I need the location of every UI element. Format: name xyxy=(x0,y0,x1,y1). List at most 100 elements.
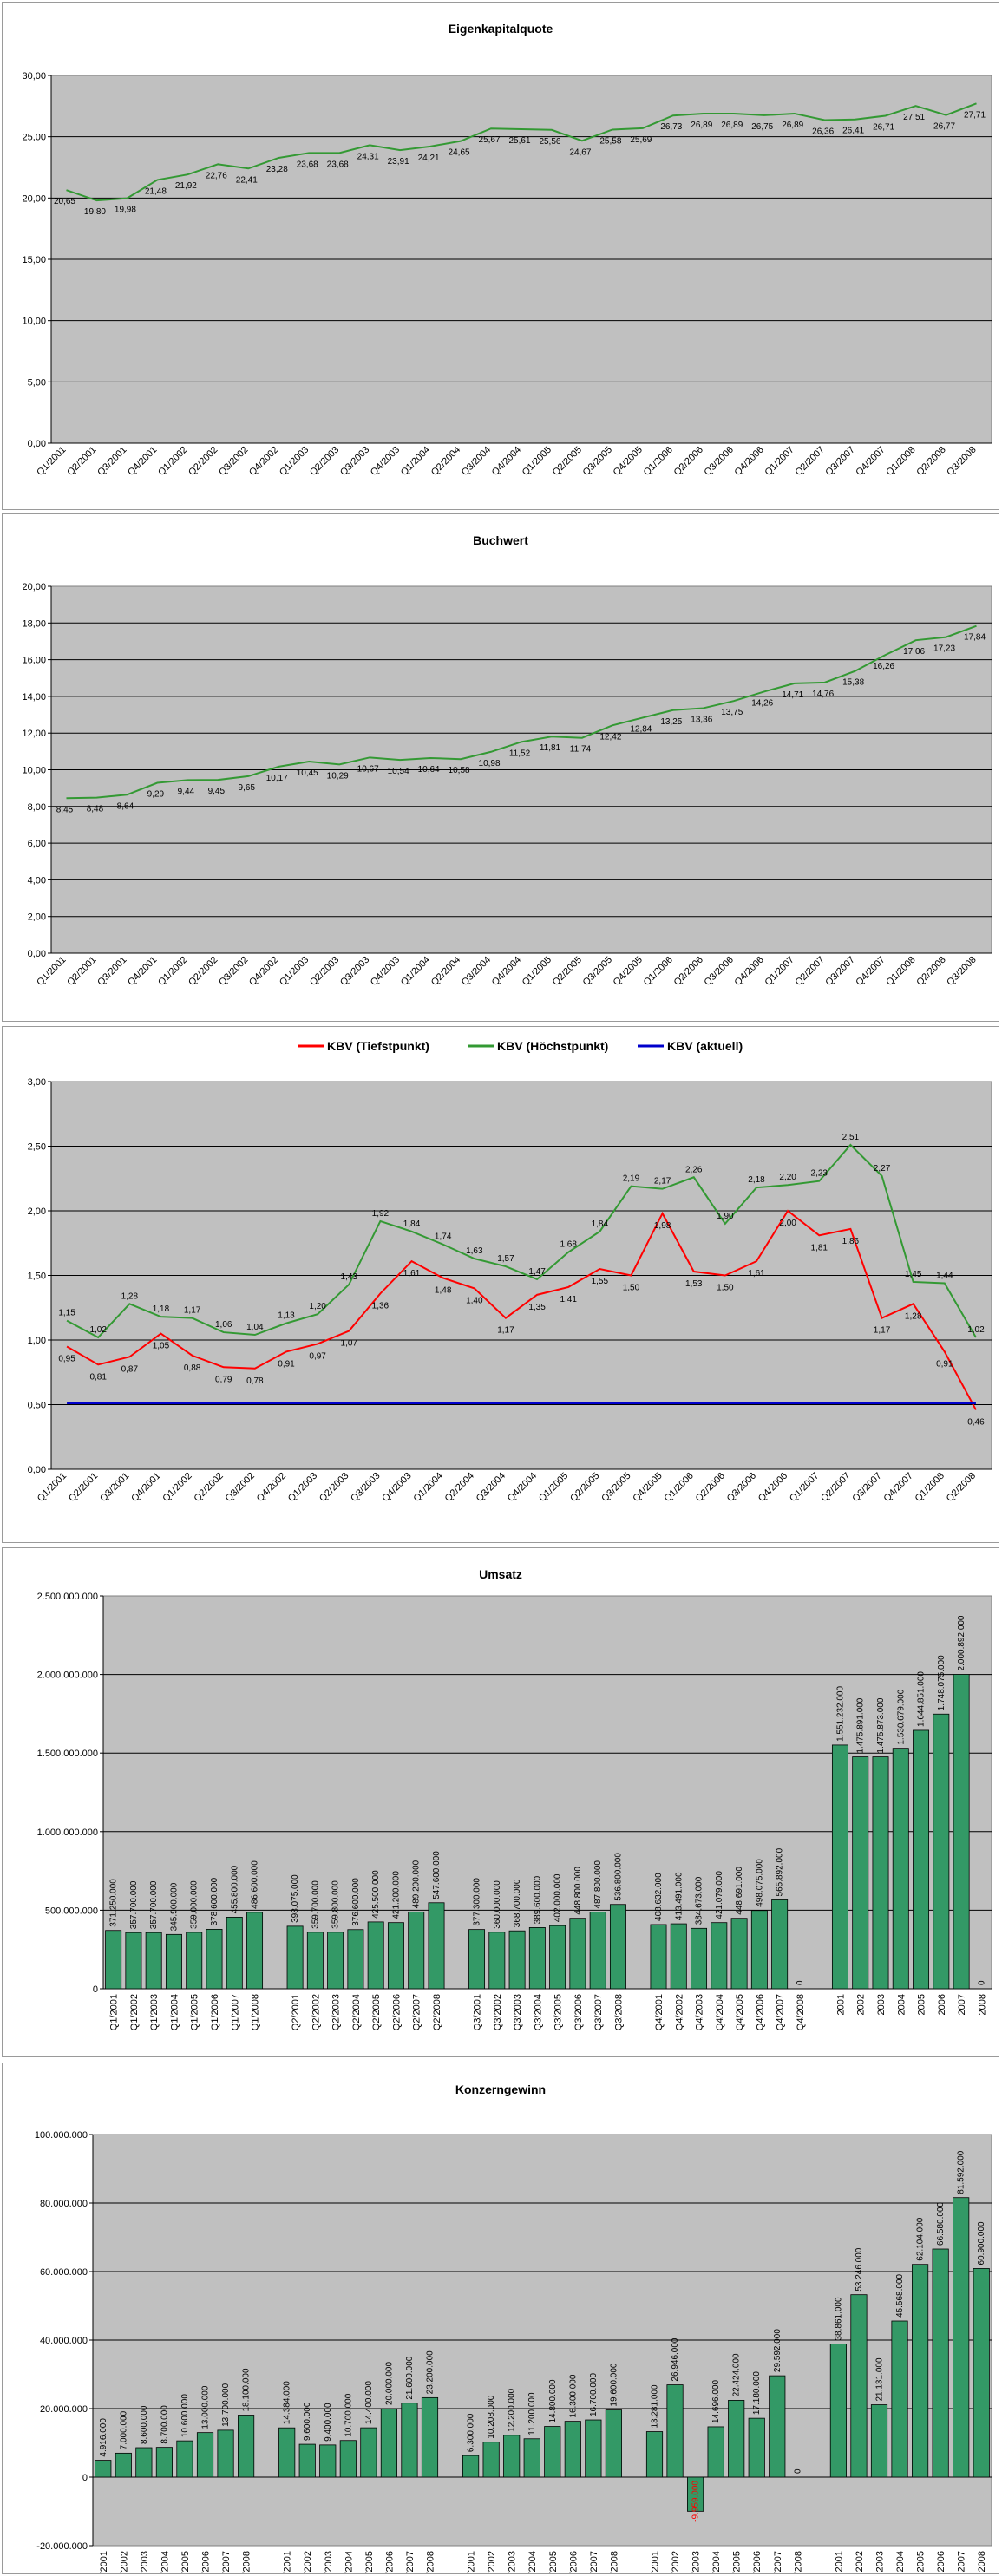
data-label: 24,67 xyxy=(569,147,591,157)
data-label: 2,00 xyxy=(779,1219,796,1228)
x-tick-label: Q2/2004 xyxy=(344,2551,354,2573)
x-tick-label: Q1/2007 xyxy=(788,1471,821,1504)
y-tick-label: 2,00 xyxy=(28,1206,46,1217)
data-label: 402.000.000 xyxy=(553,1873,563,1922)
data-label: 10,98 xyxy=(479,759,501,768)
data-label: 1,41 xyxy=(560,1295,577,1304)
x-tick-label: Q1/2003 xyxy=(286,1471,319,1504)
bar xyxy=(892,1748,909,1990)
x-tick-label: Q3/2003 xyxy=(513,1994,523,2030)
x-tick-label: Q2/2002 xyxy=(311,1994,321,2030)
bar xyxy=(367,1921,384,1990)
x-tick-label: Q3/2001 xyxy=(467,2551,477,2573)
bar xyxy=(360,2427,377,2478)
bar xyxy=(217,2429,234,2478)
y-tick-label: 1.500.000.000 xyxy=(37,1749,98,1759)
data-label: 1,44 xyxy=(936,1271,953,1280)
bar xyxy=(428,1902,445,1990)
eigenkapitalquote-chart: Eigenkapitalquote 0,00 5,00 10,00 15,00 20,00… xyxy=(22,22,992,478)
data-label: 448.691.000 xyxy=(735,1867,744,1915)
data-label: 26.946.000 xyxy=(671,2337,680,2381)
x-tick-label: Q4/2007 xyxy=(854,955,887,988)
x-tick-label: Q3/2004 xyxy=(460,955,493,988)
y-tick-label: -20.000.000 xyxy=(36,2541,88,2552)
x-tick-label: Q3/2002 xyxy=(487,2551,497,2573)
data-label: 1,74 xyxy=(435,1232,452,1242)
x-tick-label: Q4/2005 xyxy=(612,955,645,988)
bar xyxy=(319,2444,337,2478)
data-label: 1.530.679.000 xyxy=(896,1689,906,1744)
x-tick-label: Q3/2001 xyxy=(98,1471,131,1504)
data-label: 2,17 xyxy=(654,1177,671,1187)
data-label: 1,07 xyxy=(341,1339,358,1349)
data-label: 8,64 xyxy=(117,801,134,811)
data-label: 27,71 xyxy=(964,110,986,120)
data-label: 1,28 xyxy=(121,1291,139,1301)
data-label: 11,81 xyxy=(540,743,561,753)
y-tick-label: 14,00 xyxy=(22,692,46,703)
x-tick-label: Q2/2008 xyxy=(914,445,947,478)
x-tick-label: Q2/2005 xyxy=(551,955,584,988)
x-tick-label: Q3/2008 xyxy=(609,2551,619,2573)
x-tick-label: Q3/2007 xyxy=(823,445,856,478)
data-label: 24,21 xyxy=(418,154,440,163)
x-tick-label: 2008 xyxy=(977,2551,987,2572)
data-label: 11,74 xyxy=(570,745,592,755)
bar xyxy=(569,1918,586,1990)
data-label: -9.959.000 xyxy=(691,2481,701,2522)
data-label: 9,65 xyxy=(239,783,256,793)
data-label: 10,17 xyxy=(266,774,288,783)
x-tick-label: Q1/2001 xyxy=(99,2551,109,2573)
x-tick-label: Q4/2001 xyxy=(654,1994,665,2030)
data-label: 1,55 xyxy=(592,1277,609,1286)
data-label: 1,17 xyxy=(874,1326,891,1336)
bar xyxy=(650,1924,667,1990)
x-tick-label: Q4/2008 xyxy=(793,2551,803,2573)
chart-title: Umsatz xyxy=(479,1567,522,1581)
x-tick-label: Q2/2002 xyxy=(303,2551,313,2573)
y-tick-label: 60.000.000 xyxy=(40,2267,88,2278)
x-tick-label: Q1/2006 xyxy=(642,445,675,478)
data-label: 1,50 xyxy=(717,1284,734,1293)
data-label: 2,23 xyxy=(811,1169,828,1179)
bar xyxy=(589,1912,606,1990)
data-label: 22,41 xyxy=(236,175,258,185)
y-tick-label: 2.500.000.000 xyxy=(37,1592,98,1602)
data-label: 23,68 xyxy=(297,160,318,169)
data-label: 21.131.000 xyxy=(875,2357,885,2401)
data-label: 565.892.000 xyxy=(776,1847,785,1896)
bar xyxy=(125,1932,142,1990)
y-tick-label: 0,00 xyxy=(28,1465,46,1475)
data-label: 455.800.000 xyxy=(230,1865,239,1913)
y-tick-label: 0,00 xyxy=(28,949,46,959)
x-tick-label: Q4/2002 xyxy=(671,2551,681,2573)
data-label: 2,18 xyxy=(748,1175,765,1185)
data-label: 23.200.000 xyxy=(426,2350,436,2394)
x-tick-label: Q2/2007 xyxy=(793,445,826,478)
x-tick-label: Q3/2004 xyxy=(533,1994,543,2030)
data-label: 1,17 xyxy=(184,1306,201,1316)
x-tick-label: Q1/2005 xyxy=(180,2551,191,2573)
x-tick-label: Q2/2002 xyxy=(193,1471,226,1504)
bar xyxy=(186,1932,203,1990)
bar xyxy=(912,2264,929,2478)
series-line-0 xyxy=(66,624,977,800)
y-tick-label: 20,00 xyxy=(22,193,46,204)
data-label: 14.384.000 xyxy=(283,2381,292,2424)
bar xyxy=(401,2403,418,2478)
data-label: 1,13 xyxy=(278,1311,295,1321)
x-tick-label: 2004 xyxy=(896,1994,907,2015)
x-tick-label: 2008 xyxy=(977,1994,987,2015)
data-label: 0,81 xyxy=(89,1372,107,1382)
data-label: 10,54 xyxy=(388,767,409,776)
y-tick-label: 1,50 xyxy=(28,1272,46,1282)
x-tick-label: Q2/2003 xyxy=(324,2551,334,2573)
bar xyxy=(155,2447,173,2478)
x-tick-label: Q2/2002 xyxy=(187,445,219,478)
data-label: 24,65 xyxy=(449,148,470,158)
data-label: 1.551.232.000 xyxy=(835,1686,845,1742)
legend-label: KBV (aktuell) xyxy=(667,1039,743,1053)
data-label: 26,89 xyxy=(721,121,743,130)
data-label: 359.700.000 xyxy=(311,1880,320,1929)
x-tick-label: Q3/2006 xyxy=(725,1471,758,1504)
